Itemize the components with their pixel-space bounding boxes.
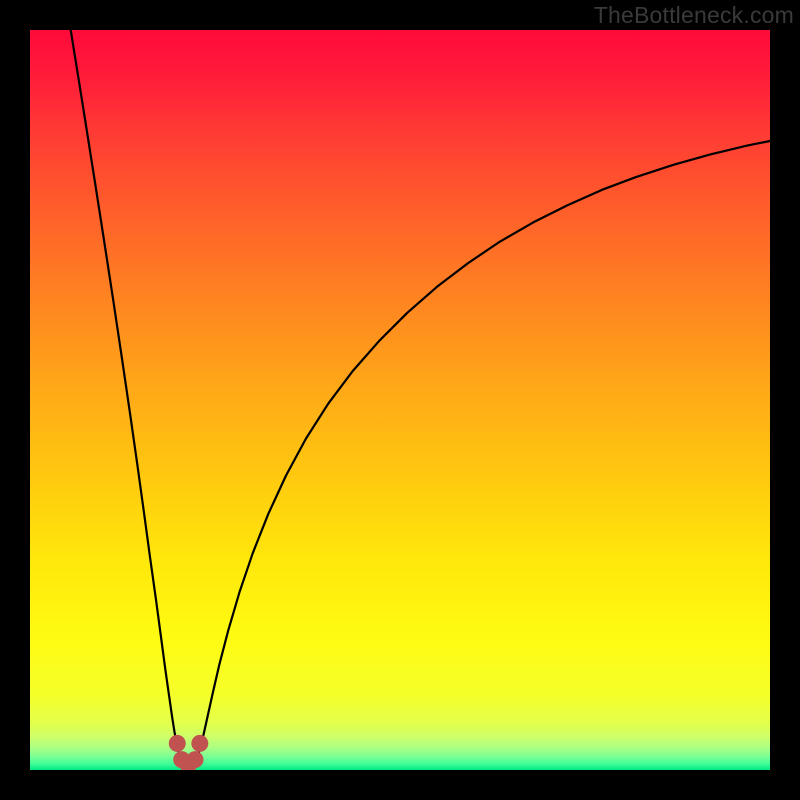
watermark-label: TheBottleneck.com <box>594 2 794 29</box>
chart-svg <box>30 30 770 770</box>
figure-frame: TheBottleneck.com <box>0 0 800 800</box>
plot-area <box>30 30 770 770</box>
dip-marker <box>169 735 186 752</box>
gradient-background <box>30 30 770 770</box>
dip-marker <box>187 751 204 768</box>
dip-marker <box>191 735 208 752</box>
